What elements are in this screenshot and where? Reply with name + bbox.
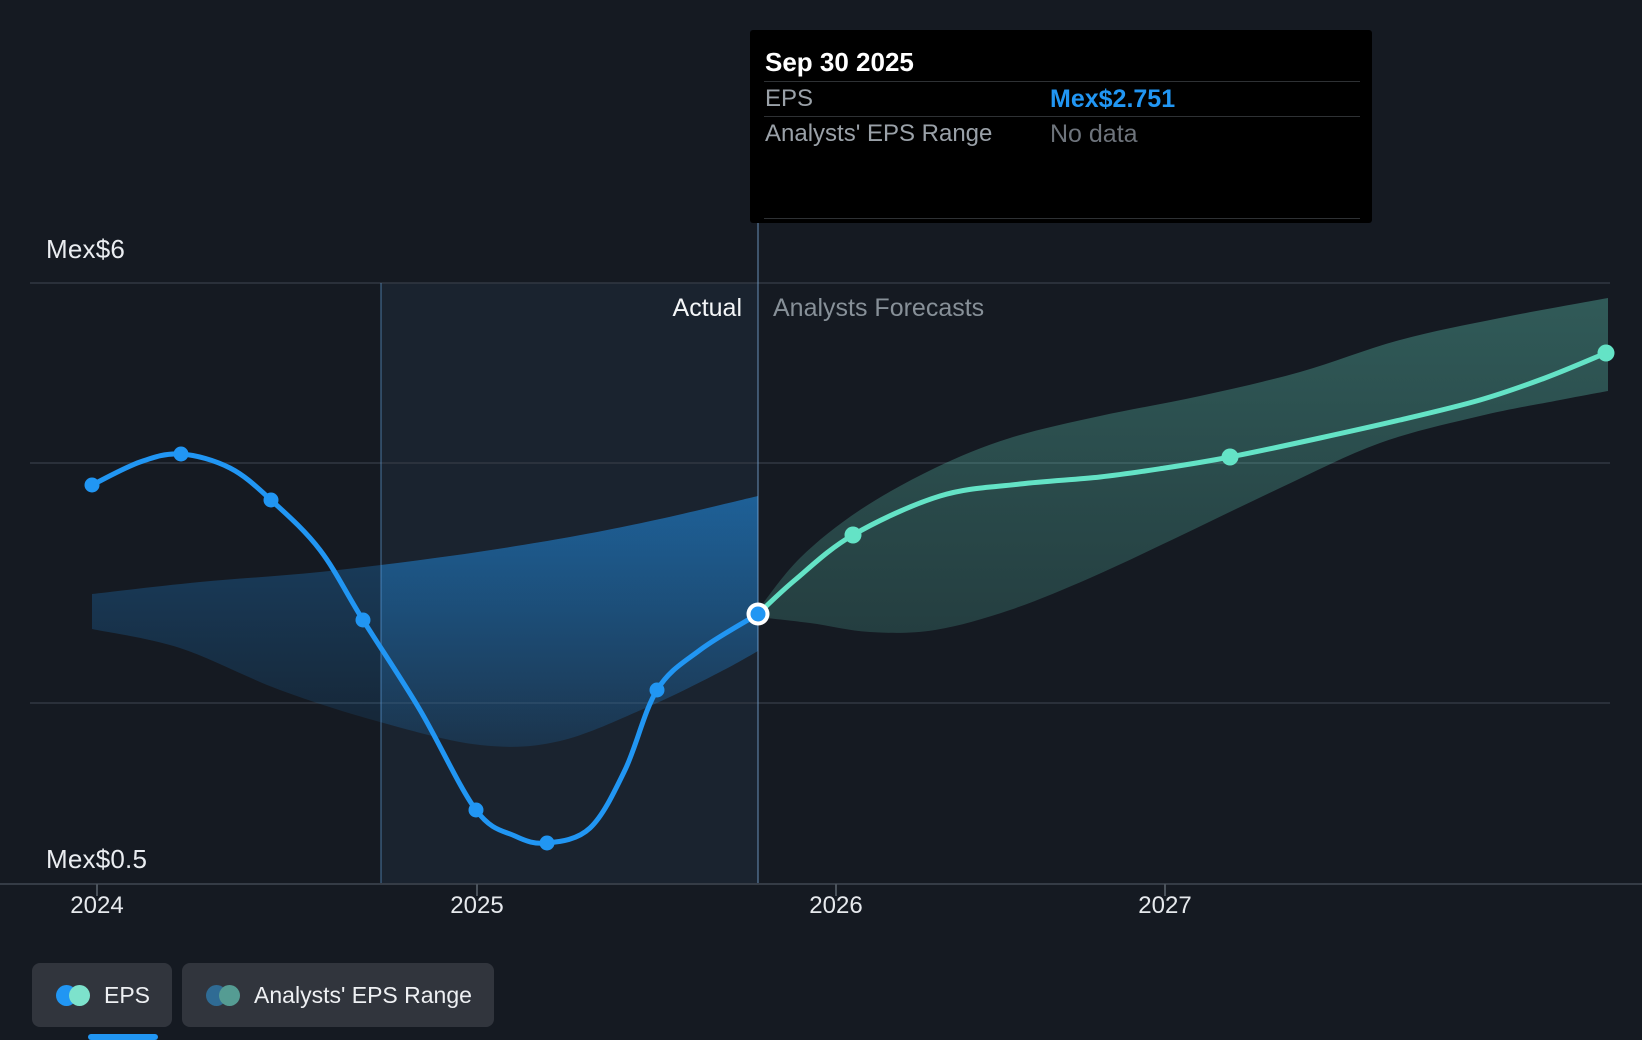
eps-forecast-data-point[interactable] — [1597, 344, 1615, 362]
tooltip-eps-label: EPS — [765, 85, 814, 112]
tooltip-eps-value: Mex$2.751 — [1050, 84, 1176, 113]
chart-tooltip: Sep 30 2025 EPS Mex$2.751 Analysts' EPS … — [750, 30, 1372, 223]
analysts-range-legend-label: Analysts' EPS Range — [254, 981, 472, 1008]
x-tick-label-2024: 2024 — [70, 892, 124, 919]
tooltip-row-range: Analysts' EPS Range No data — [765, 117, 1360, 151]
legend-toggle-eps[interactable]: EPS — [32, 963, 173, 1027]
forecast-phase-label: Analysts Forecasts — [773, 294, 985, 322]
chart-legend: EPS Analysts' EPS Range — [32, 963, 494, 1027]
eps-legend-icon — [56, 984, 90, 1006]
tooltip-divider — [764, 81, 1360, 82]
eps-actual-data-point[interactable] — [355, 612, 371, 628]
tooltip-row-eps: EPS Mex$2.751 — [765, 82, 1360, 116]
legend-toggle-analysts-range[interactable]: Analysts' EPS Range — [182, 963, 494, 1027]
eps-actual-data-point[interactable] — [173, 446, 189, 462]
actual-phase-label: Actual — [672, 294, 742, 322]
eps-actual-data-point[interactable] — [539, 835, 555, 851]
tooltip-range-value: No data — [1050, 119, 1138, 148]
tooltip-range-label: Analysts' EPS Range — [765, 120, 993, 147]
x-tick-label-2025: 2025 — [450, 892, 504, 919]
eps-actual-line — [89, 451, 761, 846]
eps-actual-data-point[interactable] — [649, 682, 665, 698]
current-data-point[interactable] — [750, 606, 766, 622]
y-axis-max-label: Mex$6 — [46, 234, 126, 264]
eps-forecast-data-point[interactable] — [844, 526, 862, 544]
x-tick-label-2027: 2027 — [1138, 892, 1192, 919]
tooltip-date: Sep 30 2025 — [765, 47, 914, 77]
y-axis-min-label: Mex$0.5 — [46, 844, 148, 874]
tooltip-divider — [764, 218, 1360, 219]
eps-actual-data-point[interactable] — [263, 492, 279, 508]
eps-actual-data-point[interactable] — [468, 802, 484, 818]
eps-legend-label: EPS — [104, 981, 151, 1008]
analysts-range-legend-icon — [206, 984, 241, 1006]
x-tick-label-2026: 2026 — [809, 892, 863, 919]
eps-actual-data-point[interactable] — [84, 477, 100, 493]
tooltip-divider — [764, 116, 1360, 117]
bottom-blue-indicator-bar — [88, 1034, 158, 1040]
eps-forecast-data-point[interactable] — [1221, 448, 1239, 466]
